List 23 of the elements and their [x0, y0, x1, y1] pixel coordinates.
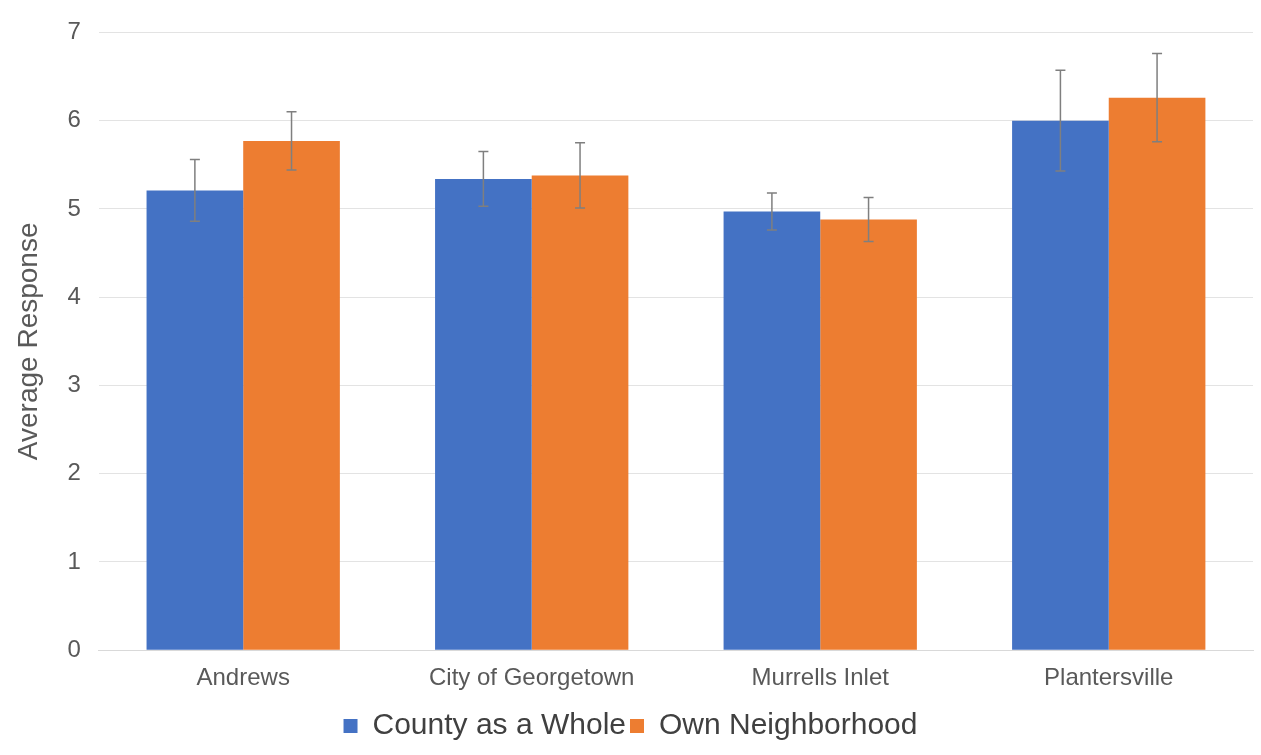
y-tick-label: 3 [67, 370, 81, 398]
bar [820, 219, 917, 650]
y-tick-label: 5 [67, 193, 81, 221]
y-tick-label: 0 [67, 634, 81, 662]
x-tick-label: City of Georgetown [429, 663, 635, 691]
bar [1108, 97, 1206, 650]
x-tick-label: Andrews [196, 663, 290, 691]
y-tick-label: 2 [67, 458, 81, 486]
y-tick-label: 7 [67, 17, 81, 45]
bar [435, 178, 532, 650]
x-tick-label: Plantersville [1044, 663, 1174, 691]
y-tick-label: 1 [67, 546, 81, 574]
bar [1012, 120, 1109, 650]
y-tick-label: 4 [67, 281, 81, 309]
y-axis-title: Average Response [11, 222, 43, 461]
x-tick-label: Murrells Inlet [751, 663, 890, 691]
bar [531, 175, 629, 650]
legend-label: County as a Whole [372, 707, 626, 741]
legend-label: Own Neighborhood [658, 707, 918, 741]
bar [243, 140, 340, 650]
bar [146, 190, 244, 650]
bar [723, 211, 821, 650]
y-tick-label: 6 [67, 105, 81, 133]
